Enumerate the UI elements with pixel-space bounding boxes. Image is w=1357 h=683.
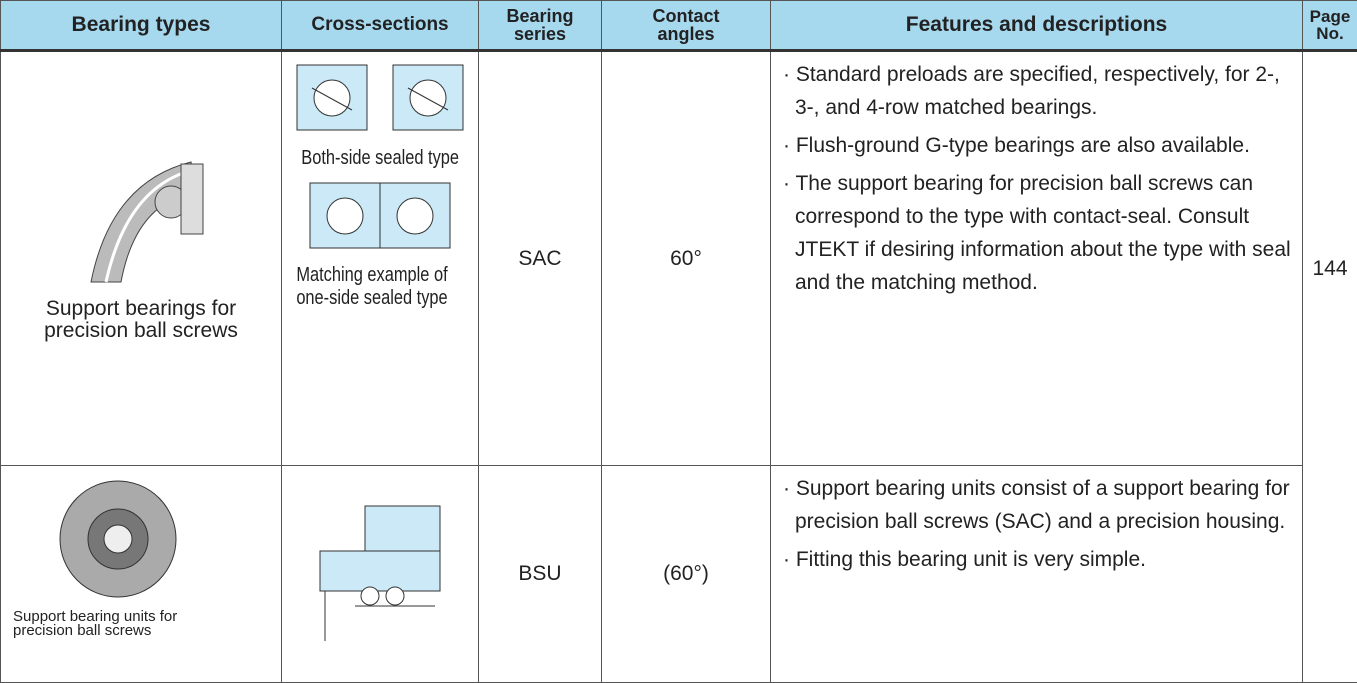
header-row: Bearing types Cross-sections Bearing ser… [1,1,1357,51]
type-label: Support bearing units for precision ball… [13,610,213,638]
header-cell: Bearing series [479,1,602,51]
type-cell: Support bearings for precision ball scre… [1,51,282,466]
header-cell: Features and descriptions [771,1,1303,51]
feature: · Standard preloads are specified, respe… [783,58,1292,124]
series-cell: SAC [479,51,602,466]
unit-image [53,474,183,604]
features-cell: · Support bearing units consist of a sup… [771,466,1303,683]
page-cell: 144 [1303,51,1357,683]
feature: · Flush-ground G-type bearings are also … [783,129,1292,162]
caption: Matching example of one-side sealed type [294,264,450,310]
header-cell: Cross-sections [282,1,479,51]
series-cell: BSU [479,466,602,683]
cross-section-drawing [305,178,455,258]
cross-section-drawing [383,60,473,140]
feature: · The support bearing for precision ball… [783,167,1292,299]
cross-section-drawing [315,501,445,641]
type-cell: Support bearing units for precision ball… [1,466,282,683]
angle-cell: 60° [602,51,771,466]
header-cell: Bearing types [1,1,282,51]
header-cell: Contact angles [602,1,771,51]
cross-section-drawing [287,60,377,140]
caption: Both-side sealed type [301,147,459,170]
header-cell: Page No. [1303,1,1357,51]
bearing-image [71,142,211,292]
angle-cell: (60°) [602,466,771,683]
cross-section-cell: Both-side sealed type Matching example o… [282,51,479,466]
feature: · Fitting this bearing unit is very simp… [783,543,1292,576]
row: Support bearings for precision ball scre… [1,51,1357,466]
row: Support bearing units for precision ball… [1,466,1357,683]
features-cell: · Standard preloads are specified, respe… [771,51,1303,466]
feature: · Support bearing units consist of a sup… [783,472,1292,538]
cross-section-cell [282,466,479,683]
type-label: Support bearings for precision ball scre… [1,298,281,342]
